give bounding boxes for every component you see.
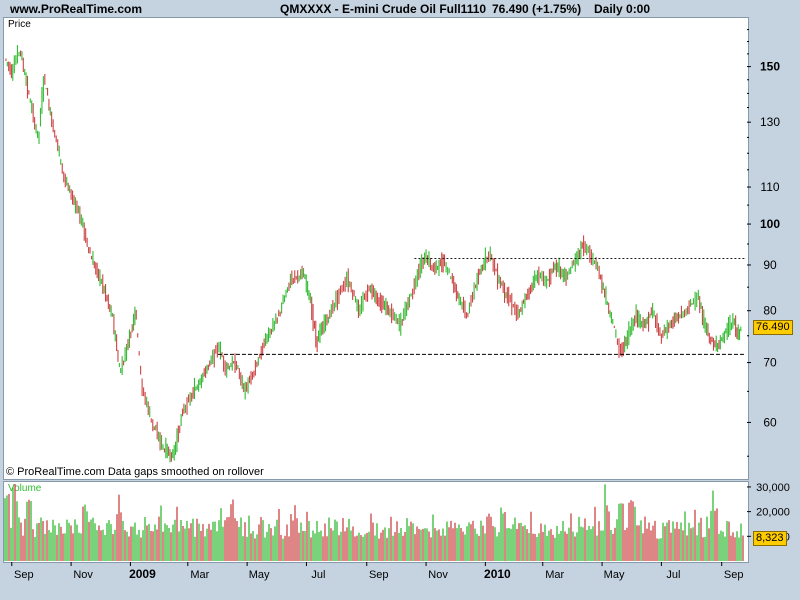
last-price-change: 76.490 (+1.75%) xyxy=(492,2,582,16)
x-tick-label: Mar xyxy=(190,569,209,581)
price-y-tick-label: 130 xyxy=(760,115,780,129)
x-tick-label: Jul xyxy=(311,569,325,581)
period-label: Daily 0:00 xyxy=(594,2,651,16)
volume-panel-title: Volume xyxy=(8,483,42,494)
x-tick-label: Jul xyxy=(666,569,680,581)
price-y-tick-label: 70 xyxy=(763,356,777,370)
price-panel-footer: © ProRealTime.com Data gaps smoothed on … xyxy=(6,466,264,478)
price-y-tick-label: 90 xyxy=(763,258,777,272)
x-tick-label: 2009 xyxy=(129,567,156,581)
price-y-tick-label: 80 xyxy=(763,304,777,318)
x-tick-label: Sep xyxy=(14,569,34,581)
price-y-tick-label: 150 xyxy=(760,60,780,74)
price-y-tick-label: 100 xyxy=(760,217,780,231)
volume-y-tick-label: 20,000 xyxy=(756,507,790,519)
x-tick-label: 2010 xyxy=(484,567,511,581)
x-tick-label: Nov xyxy=(428,569,448,581)
instrument-name: QMXXXX - E-mini Crude Oil Full1110 xyxy=(280,2,487,16)
price-panel-title: Price xyxy=(8,19,31,30)
price-y-tick-label: 60 xyxy=(763,415,777,429)
x-tick-label: May xyxy=(249,569,270,581)
x-tick-label: Sep xyxy=(369,569,389,581)
x-tick-label: May xyxy=(604,569,625,581)
last-volume-badge: 8,323 xyxy=(753,531,787,546)
last-price-badge: 76.490 xyxy=(753,320,793,335)
chart-header: www.ProRealTime.com QMXXXX - E-mini Crud… xyxy=(0,0,800,18)
site-name[interactable]: www.ProRealTime.com xyxy=(10,2,143,16)
price-panel[interactable]: Price © ProRealTime.com Data gaps smooth… xyxy=(3,17,749,480)
x-tick-label: Mar xyxy=(545,569,564,581)
price-y-tick-label: 110 xyxy=(760,180,779,194)
x-tick-label: Nov xyxy=(73,569,93,581)
volume-y-tick-label: 30,000 xyxy=(756,482,790,494)
x-tick-label: Sep xyxy=(724,569,744,581)
